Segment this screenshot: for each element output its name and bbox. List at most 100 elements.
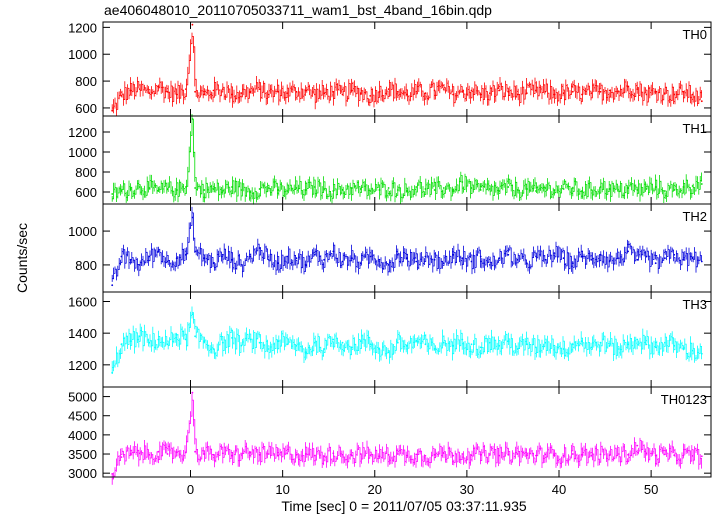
th0123-data-point bbox=[599, 453, 602, 456]
th0123-data-point bbox=[396, 453, 399, 455]
th1-data-point bbox=[304, 189, 307, 191]
th1-data-point bbox=[691, 185, 694, 187]
th0-data-point bbox=[341, 93, 344, 96]
th1-data-point bbox=[203, 189, 206, 191]
th2-data-point bbox=[627, 250, 629, 253]
th0-data-point bbox=[608, 89, 611, 92]
th0123-data-point bbox=[424, 455, 427, 457]
th0123-data-point bbox=[452, 454, 454, 457]
th0-data-point bbox=[489, 92, 491, 95]
th2-data-point bbox=[442, 262, 445, 265]
th3-data-point bbox=[415, 340, 418, 342]
th3-data-point bbox=[664, 341, 666, 344]
th1-data-point bbox=[516, 189, 519, 191]
th0-data-point bbox=[387, 88, 390, 90]
th1-data-point bbox=[461, 181, 464, 183]
th0123-data-point bbox=[516, 453, 519, 455]
th0-data-point bbox=[415, 90, 418, 93]
th0-data-point bbox=[231, 93, 233, 96]
th3-data-point bbox=[212, 348, 215, 350]
th0123-data-point bbox=[636, 444, 639, 447]
th1-data-point bbox=[645, 188, 648, 190]
th1-data-point bbox=[231, 186, 233, 188]
th0-data-point bbox=[654, 90, 657, 93]
th1-data-point bbox=[664, 190, 666, 192]
th3-data-point bbox=[424, 343, 427, 346]
th0123-data-point bbox=[673, 454, 676, 457]
th2-data-point bbox=[369, 255, 372, 258]
th0-data-point bbox=[175, 93, 178, 96]
th1-data-point bbox=[138, 186, 141, 188]
th0123-data-point bbox=[479, 453, 482, 456]
th0-data-point bbox=[590, 92, 593, 95]
th3-data-point bbox=[138, 335, 141, 338]
th0-data-point bbox=[571, 90, 574, 93]
th2-data-point bbox=[645, 255, 648, 258]
th0-y-tick-label: 800 bbox=[75, 74, 97, 89]
th2-data-point bbox=[267, 258, 270, 261]
th0-data-point bbox=[452, 93, 454, 96]
th0123-data-point bbox=[360, 453, 362, 455]
th1-data-point bbox=[452, 189, 454, 191]
x-tick-label: 50 bbox=[644, 482, 658, 497]
th2-data-point bbox=[452, 253, 454, 256]
th2-data-point bbox=[166, 260, 169, 263]
th0-data-point bbox=[562, 92, 565, 95]
th3-data-point bbox=[562, 348, 565, 350]
th3-data-point bbox=[618, 348, 620, 350]
th2-data-point bbox=[304, 264, 307, 266]
th0123-data-point bbox=[185, 451, 187, 454]
x-tick-label: 10 bbox=[275, 482, 289, 497]
th3-data-point bbox=[608, 344, 611, 347]
th0-data-point bbox=[360, 92, 362, 95]
th0-data-point bbox=[120, 95, 123, 97]
th0-data-point bbox=[516, 93, 519, 96]
th0-data-point bbox=[396, 90, 399, 93]
th0123-band-label: TH0123 bbox=[661, 392, 707, 407]
th1-data-point bbox=[470, 187, 473, 189]
th2-data-point bbox=[535, 255, 537, 258]
th0-data-point bbox=[323, 92, 325, 95]
th1-data-point bbox=[157, 190, 160, 192]
th1-data-point bbox=[673, 189, 676, 191]
th2-data-point bbox=[277, 262, 279, 265]
th0-data-point bbox=[295, 90, 298, 93]
th0123-data-point bbox=[378, 455, 381, 458]
th0-data-point bbox=[194, 90, 197, 93]
th1-data-point bbox=[424, 188, 427, 190]
th3-data-point bbox=[433, 348, 436, 350]
th3-data-point bbox=[194, 335, 197, 338]
th0123-y-tick-label: 3500 bbox=[68, 447, 97, 462]
th2-data-point bbox=[396, 253, 399, 256]
th2-data-point bbox=[129, 258, 132, 261]
th1-data-point bbox=[341, 189, 344, 191]
th1-data-point bbox=[387, 187, 390, 189]
th0123-data-point bbox=[157, 450, 160, 453]
th0-data-point bbox=[673, 93, 676, 96]
th1-data-point bbox=[240, 189, 243, 191]
th3-data-point bbox=[120, 343, 123, 346]
th1-data-point bbox=[489, 188, 491, 190]
th0-y-tick-label: 600 bbox=[75, 101, 97, 116]
th0123-data-point bbox=[277, 454, 279, 457]
th3-data-point bbox=[277, 340, 279, 342]
th2-data-point bbox=[138, 264, 141, 266]
th0-data-point bbox=[581, 93, 583, 96]
th0123-data-point bbox=[387, 453, 390, 456]
th0-data-point bbox=[479, 93, 482, 96]
th1-data-point bbox=[618, 190, 620, 192]
th1-y-tick-label: 600 bbox=[75, 185, 97, 200]
th2-data-point bbox=[618, 257, 620, 260]
th2-data-point bbox=[387, 264, 390, 266]
th3-data-point bbox=[645, 343, 648, 346]
th2-data-point bbox=[498, 257, 500, 260]
th2-data-point bbox=[111, 284, 114, 287]
th0-data-point bbox=[553, 93, 556, 96]
th2-panel-frame bbox=[102, 203, 712, 293]
th0123-data-point bbox=[470, 454, 473, 457]
th2-data-point bbox=[507, 253, 510, 256]
th1-data-point bbox=[148, 187, 151, 189]
th2-data-point bbox=[424, 255, 427, 258]
th0123-data-point bbox=[240, 453, 243, 455]
th1-data-point bbox=[175, 189, 178, 191]
